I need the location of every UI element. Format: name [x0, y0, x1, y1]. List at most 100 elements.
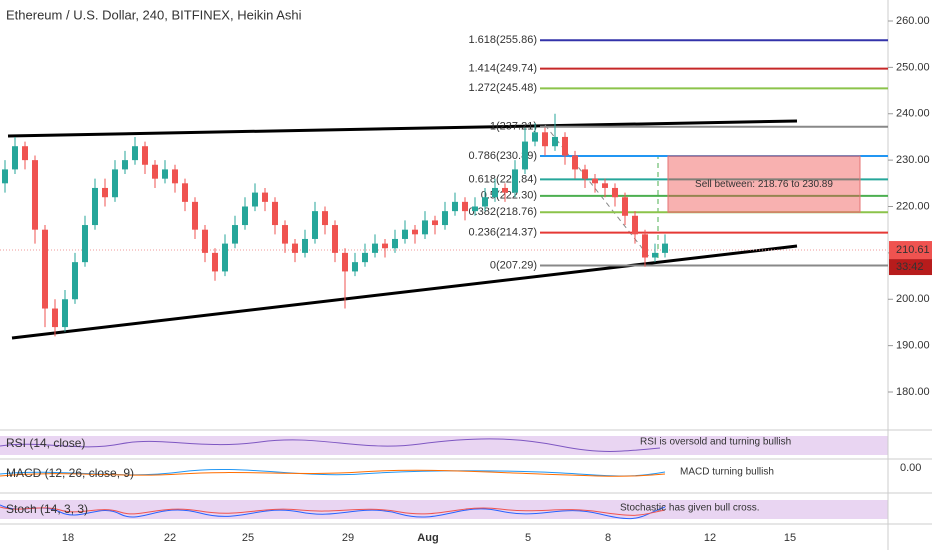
fib-label: 1.618(255.86) — [469, 34, 538, 46]
candle-body — [432, 220, 438, 226]
candle-body — [372, 243, 378, 253]
x-tick-label: 29 — [342, 532, 354, 544]
candle-body — [582, 169, 588, 179]
y-tick-label: 200.00 — [896, 293, 930, 305]
sell-zone-label: Sell between: 218.76 to 230.89 — [695, 179, 833, 190]
candle-body — [182, 183, 188, 202]
fib-label: 0(207.29) — [490, 259, 537, 271]
fib-label: 0.786(230.89) — [469, 150, 538, 162]
fib-label: 0.5(222.30) — [481, 190, 537, 202]
candle-body — [242, 206, 248, 226]
y-tick-label: 250.00 — [896, 61, 930, 73]
x-tick-label: Aug — [417, 532, 438, 544]
candle-body — [72, 262, 78, 300]
y-tick-label: 230.00 — [896, 154, 930, 166]
candle-body — [632, 215, 638, 235]
candle-body — [522, 141, 528, 170]
y-tick-label: 190.00 — [896, 340, 930, 352]
x-tick-label: 8 — [605, 532, 611, 544]
candle-body — [272, 201, 278, 226]
rsi-line — [0, 438, 661, 452]
candle-body — [192, 201, 198, 230]
lower-trendline — [11, 244, 798, 340]
candle-body — [102, 187, 108, 198]
candle-body — [502, 187, 508, 193]
candle-body — [152, 164, 158, 179]
pane-axis-label: 0.00 — [900, 462, 921, 474]
x-tick-label: 25 — [242, 532, 254, 544]
fib-label: 0.618(225.84) — [469, 173, 538, 185]
candle-body — [292, 243, 298, 253]
candle-body — [392, 238, 398, 249]
candle-body — [552, 136, 558, 147]
candle-body — [342, 252, 348, 272]
x-tick-label: 22 — [164, 532, 176, 544]
pane-note: RSI is oversold and turning bullish — [640, 437, 791, 448]
candle-body — [12, 146, 18, 170]
candle-body — [302, 238, 308, 253]
candle-body — [92, 187, 98, 226]
candle-body — [652, 252, 658, 258]
candle-body — [492, 187, 498, 198]
candle-body — [602, 183, 608, 188]
candle-body — [472, 206, 478, 212]
pane-label: MACD (12, 26, close, 9) — [6, 466, 134, 480]
candle-body — [412, 229, 418, 235]
candle-body — [442, 211, 448, 226]
candle-body — [612, 187, 618, 198]
stoch-d — [0, 506, 666, 516]
y-tick-label: 220.00 — [896, 200, 930, 212]
candle-body — [622, 197, 628, 216]
signal-line — [0, 469, 666, 477]
candle-body — [362, 252, 368, 263]
candle-body — [282, 225, 288, 244]
x-tick-label: 12 — [704, 532, 716, 544]
candle-body — [452, 201, 458, 212]
candle-body — [22, 146, 28, 161]
candle-body — [332, 225, 338, 253]
sell-zone — [667, 155, 861, 213]
candle-body — [162, 169, 168, 179]
candle-body — [572, 155, 578, 170]
candle-body — [422, 220, 428, 235]
candle-body — [512, 169, 518, 193]
pane-label: RSI (14, close) — [6, 436, 85, 450]
candle-body — [232, 225, 238, 244]
x-tick-label: 15 — [784, 532, 796, 544]
pane-note: MACD turning bullish — [680, 467, 774, 478]
candle-body — [42, 229, 48, 309]
candle-body — [202, 229, 208, 253]
fib-label: 1.272(245.48) — [469, 82, 538, 94]
last-price-label: 210.61 — [896, 244, 930, 256]
candle-body — [142, 146, 148, 165]
candle-body — [82, 225, 88, 263]
pane-label: Stoch (14, 3, 3) — [6, 502, 88, 516]
candle-body — [322, 211, 328, 226]
candle-body — [52, 308, 58, 328]
candle-body — [542, 132, 548, 147]
fib-label: 1.414(249.74) — [469, 62, 538, 74]
countdown-tag — [889, 259, 932, 276]
candle-body — [222, 243, 228, 272]
fib-label: 1(237.21) — [490, 121, 537, 133]
candle-body — [462, 201, 468, 212]
candle-body — [592, 178, 598, 184]
candle-body — [32, 160, 38, 230]
candle-body — [662, 243, 668, 253]
rsi-band — [0, 436, 888, 455]
candle-body — [352, 262, 358, 272]
candle-body — [112, 169, 118, 198]
candle-body — [642, 234, 648, 258]
candle-body — [2, 169, 8, 184]
candle-body — [482, 197, 488, 207]
fib-label: 0.236(214.37) — [469, 227, 538, 239]
fib-label: 0.382(218.76) — [469, 206, 538, 218]
upper-trendline — [7, 119, 798, 138]
pane-note: Stochastic has given bull cross. — [620, 503, 760, 514]
countdown-label: 33:42 — [896, 261, 924, 273]
candle-body — [402, 229, 408, 239]
y-tick-label: 180.00 — [896, 386, 930, 398]
